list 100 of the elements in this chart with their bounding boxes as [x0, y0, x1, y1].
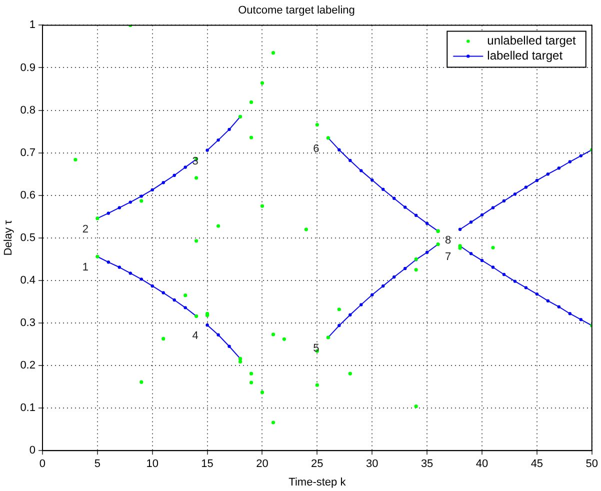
point: [150, 188, 154, 192]
point: [304, 228, 308, 232]
point: [140, 199, 144, 203]
point: [271, 332, 276, 336]
point: [162, 336, 166, 341]
point: [382, 188, 385, 192]
point: [403, 266, 407, 270]
point: [337, 308, 341, 312]
point: [348, 313, 352, 316]
point: [260, 204, 264, 208]
point: [172, 174, 176, 177]
point: [238, 360, 242, 364]
point: [194, 239, 198, 243]
point: [392, 196, 396, 200]
point: [491, 266, 495, 269]
point: [249, 380, 254, 384]
point: [382, 284, 385, 288]
x-tick-label: 0: [39, 458, 46, 470]
annotation: 1: [82, 262, 88, 274]
point: [271, 51, 276, 55]
x-tick-label: 20: [256, 458, 268, 470]
point: [249, 100, 254, 104]
point: [469, 252, 473, 256]
point: [338, 148, 341, 152]
x-axis-title: Time-step k: [288, 476, 346, 488]
y-tick-label: 0.2: [20, 360, 36, 372]
point: [557, 166, 561, 170]
point: [535, 178, 539, 182]
point: [249, 136, 254, 140]
y-tick-label: 1: [29, 19, 36, 32]
point: [184, 306, 187, 310]
point: [260, 81, 264, 85]
point: [425, 222, 429, 226]
point: [403, 206, 407, 209]
point: [502, 272, 506, 276]
legend-label: unlabelled target: [487, 34, 577, 48]
annotation: 8: [444, 234, 452, 246]
annotation: 6: [313, 142, 320, 155]
point: [360, 169, 363, 172]
point: [315, 122, 319, 127]
point: [260, 390, 264, 394]
annotation: 2: [82, 223, 88, 236]
point: [348, 158, 352, 162]
point: [524, 186, 528, 189]
y-axis-title: Delay τ: [2, 219, 15, 256]
y-tick-label: 0.8: [20, 104, 36, 116]
point: [524, 286, 528, 290]
point: [140, 380, 144, 384]
point: [206, 324, 209, 327]
point: [216, 333, 220, 336]
y-tick-label: 0.6: [20, 189, 36, 202]
point: [74, 158, 78, 162]
y-tick-label: 0.5: [20, 232, 36, 244]
point: [370, 178, 374, 182]
point: [315, 383, 319, 387]
point: [546, 299, 550, 302]
point: [206, 148, 209, 152]
y-tick-label: 0.4: [20, 274, 36, 286]
point: [414, 404, 418, 408]
point: [458, 228, 462, 231]
chart-title: Outcome target labeling: [238, 4, 355, 17]
point: [162, 181, 165, 184]
point: [338, 324, 341, 328]
point: [184, 294, 188, 298]
point: [480, 258, 484, 262]
x-tick-label: 30: [366, 458, 378, 470]
x-tick-label: 25: [311, 458, 324, 470]
point: [535, 292, 539, 296]
point: [194, 176, 198, 180]
point: [118, 266, 122, 269]
point: [392, 275, 396, 279]
point: [128, 272, 132, 275]
point: [425, 250, 429, 254]
point: [106, 260, 110, 264]
point: [579, 318, 582, 322]
point: [546, 172, 550, 176]
point: [271, 420, 276, 424]
point: [228, 344, 231, 348]
point: [348, 372, 352, 376]
point: [249, 372, 254, 376]
point: [282, 337, 286, 341]
point: [568, 160, 572, 164]
point: [216, 224, 220, 228]
point: [172, 298, 176, 302]
point: [491, 206, 495, 210]
point: [106, 212, 110, 215]
y-tick-label: 0.1: [20, 402, 36, 414]
point: [228, 128, 231, 132]
point: [568, 312, 572, 316]
point: [579, 154, 582, 158]
point: [140, 194, 143, 198]
point: [491, 246, 495, 250]
point: [162, 291, 165, 294]
point: [150, 284, 154, 288]
point: [184, 166, 187, 169]
x-tick-label: 45: [530, 458, 544, 470]
y-tick-label: 0.3: [20, 317, 36, 330]
point: [414, 214, 418, 217]
x-tick-label: 10: [146, 458, 158, 470]
point: [502, 199, 506, 202]
